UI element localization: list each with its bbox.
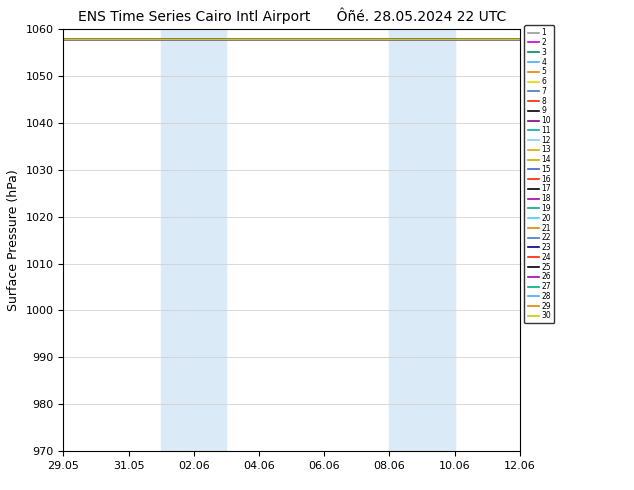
Bar [389, 29, 455, 451]
Legend: 1, 2, 3, 4, 5, 6, 7, 8, 9, 10, 11, 12, 13, 14, 15, 16, 17, 18, 19, 20, 21, 22, 2: 1, 2, 3, 4, 5, 6, 7, 8, 9, 10, 11, 12, 1… [524, 25, 554, 323]
Bar [161, 29, 226, 451]
Title: ENS Time Series Cairo Intl Airport      Ôñé. 28.05.2024 22 UTC: ENS Time Series Cairo Intl Airport Ôñé. … [77, 7, 506, 24]
Y-axis label: Surface Pressure (hPa): Surface Pressure (hPa) [7, 169, 20, 311]
